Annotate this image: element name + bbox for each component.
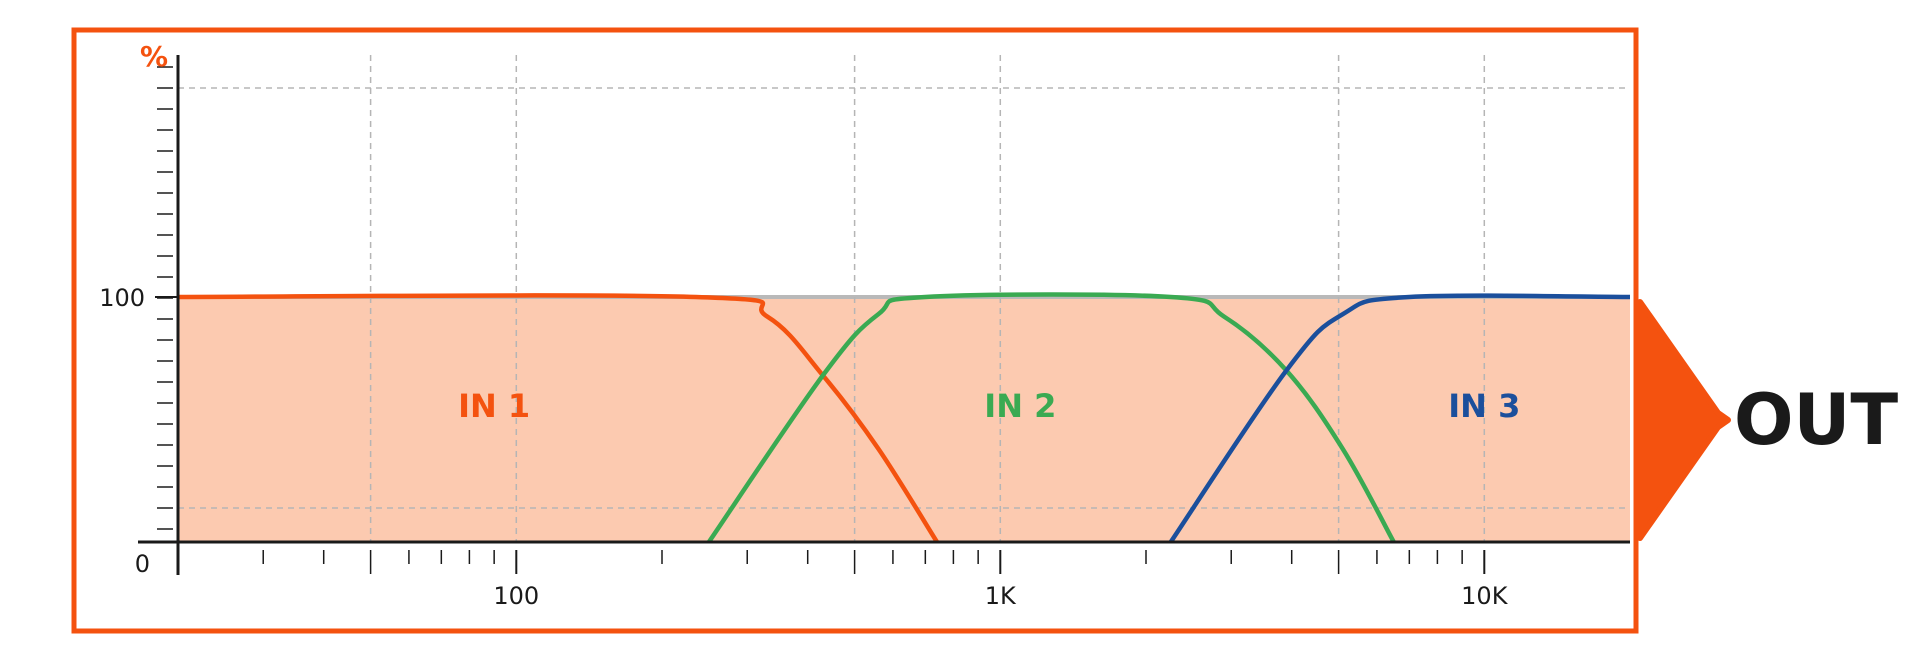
output-area bbox=[178, 297, 1630, 542]
y-tick-label: 100 bbox=[99, 284, 145, 312]
series-layer bbox=[177, 292, 1631, 544]
output-fill-layer bbox=[178, 295, 1630, 542]
y-unit-label: % bbox=[140, 40, 168, 73]
grid-layer bbox=[178, 55, 1630, 542]
band-labels-layer: IN 1 IN 2 IN 3 bbox=[458, 387, 1520, 425]
output-arrow-icon bbox=[1637, 299, 1731, 541]
series-line-in2 bbox=[707, 292, 1396, 544]
band-label-in2: IN 2 bbox=[984, 387, 1056, 425]
x-tick-label: 10K bbox=[1461, 582, 1509, 610]
band-label-in1: IN 1 bbox=[458, 387, 530, 425]
axes-layer: 0 100 100 1K 10K bbox=[99, 55, 1630, 610]
x-tick-label: 1K bbox=[985, 582, 1017, 610]
chart-frame bbox=[71, 27, 1639, 634]
series-line-in3 bbox=[1168, 293, 1631, 544]
x-tick-label: 100 bbox=[493, 582, 539, 610]
y-tick-label: 0 bbox=[135, 550, 150, 578]
band-label-in3: IN 3 bbox=[1448, 387, 1520, 425]
output-label: OUT bbox=[1734, 379, 1898, 461]
series-line-in1 bbox=[177, 293, 939, 544]
